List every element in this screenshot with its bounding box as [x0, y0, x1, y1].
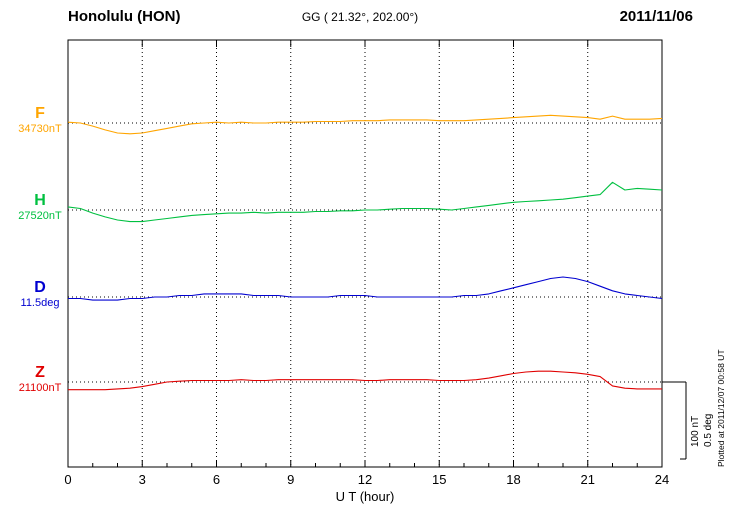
x-tick-label: 9 [287, 472, 294, 487]
channel-Z: Z 21100nT [8, 365, 72, 394]
channel-H-baseline-value: 27520nT [18, 210, 62, 222]
x-tick-label: 3 [139, 472, 146, 487]
channel-Z-baseline-value: 21100nT [18, 382, 62, 394]
channel-D: D 11.5deg [8, 280, 72, 309]
geo-coordinates: GG ( 21.32°, 202.00°) [301, 10, 419, 24]
channel-H: H 27520nT [8, 193, 72, 222]
trace-F [67, 114, 663, 135]
channel-D-baseline-value: 11.5deg [20, 297, 60, 309]
x-tick-label: 0 [64, 472, 71, 487]
plot-date: 2011/11/06 [619, 8, 693, 25]
x-tick-label: 6 [213, 472, 220, 487]
x-axis-label: U T (hour) [335, 489, 395, 504]
trace-D [68, 276, 663, 301]
x-tick-label: 24 [655, 472, 669, 487]
channel-F-baseline-value: 34730nT [18, 123, 62, 135]
x-tick-label: 12 [358, 472, 372, 487]
channel-H-letter: H [34, 192, 46, 209]
station-title: Honolulu (HON) [68, 8, 181, 25]
x-tick-label: 18 [506, 472, 520, 487]
x-tick-label: 21 [581, 472, 595, 487]
scale-label-deg: 0.5 deg [703, 413, 714, 447]
channel-Z-letter: Z [35, 364, 45, 381]
plotted-at-note: Plotted at 2011/12/07 00:58 UT [716, 349, 726, 467]
channel-D-letter: D [34, 279, 46, 296]
x-tick-label: 15 [432, 472, 446, 487]
scale-label-nT: 100 nT [690, 415, 701, 447]
channel-F: F 34730nT [8, 106, 72, 135]
trace-H [67, 181, 663, 223]
trace-Z [68, 370, 662, 391]
channel-F-letter: F [35, 105, 45, 122]
